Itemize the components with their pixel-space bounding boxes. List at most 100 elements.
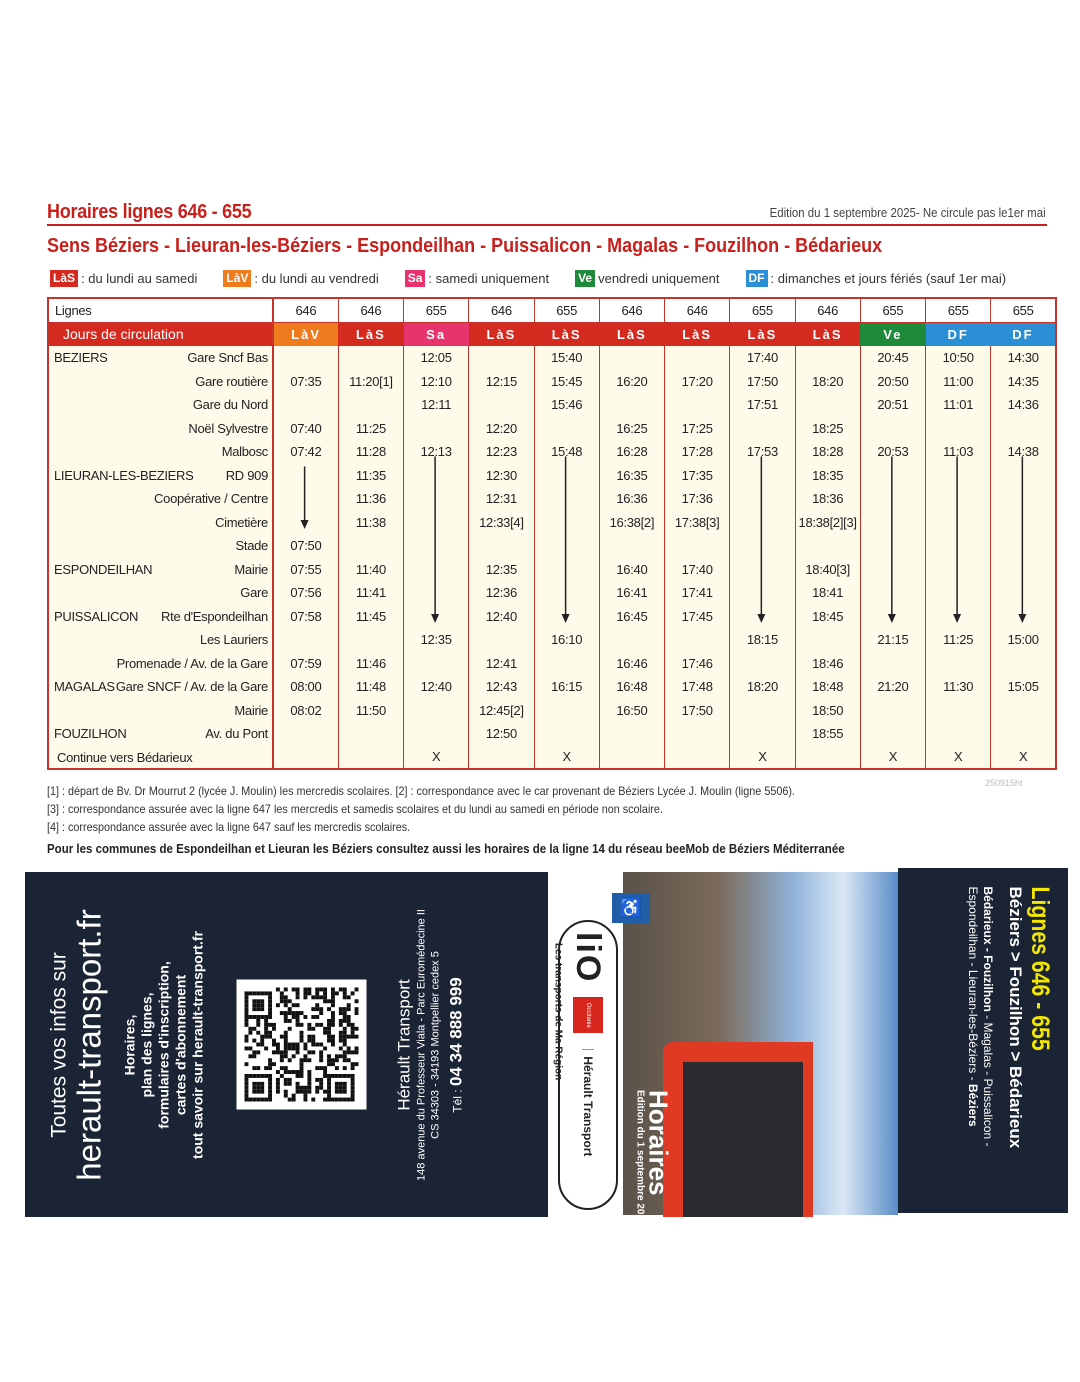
line-number: 655 <box>990 298 1056 323</box>
time-cell: 12:41 <box>468 651 534 675</box>
time-cell <box>402 534 469 558</box>
time-cell: 16:41 <box>598 581 665 605</box>
time-cell <box>990 557 1056 581</box>
town-name: Continue vers Bédarieux <box>57 749 193 765</box>
time-cell <box>533 604 600 628</box>
days-label: Jours de circulation <box>48 322 274 346</box>
time-cell <box>468 393 534 417</box>
time-cell: 20:45 <box>859 346 926 370</box>
time-cell <box>468 346 534 370</box>
time-cell <box>533 534 600 558</box>
stop-label: Stade <box>48 534 274 558</box>
time-cell <box>598 393 665 417</box>
legend-text: : du lundi au vendredi <box>254 271 379 286</box>
table-row: Mairie 08:02 11:50 12:45[2] 16:50 17:50 18:50 <box>48 698 1056 722</box>
time-cell: X <box>729 745 795 769</box>
qr-code[interactable] <box>236 979 366 1110</box>
table-row: Gare du Nord 12:11 15:46 17:51 20:51 11:01 14:… <box>48 393 1056 417</box>
time-cell: 16:48 <box>598 675 665 699</box>
time-cell: 12:35 <box>402 628 469 652</box>
line-number: 646 <box>337 298 404 323</box>
time-cell: 11:01 <box>924 393 991 417</box>
stop-label: Malbosc <box>48 440 274 464</box>
info-title: Toutes vos infos sur <box>47 951 70 1138</box>
line-number: 646 <box>794 298 861 323</box>
stop-name: Gare du Nord <box>192 397 268 413</box>
line-number: 646 <box>468 298 534 323</box>
stop-name: Promenade / Av. de la Gare <box>116 655 269 671</box>
time-cell: 16:38[2] <box>598 510 665 534</box>
time-cell: 21:15 <box>859 628 926 652</box>
time-cell <box>402 698 469 722</box>
time-cell: 17:40 <box>729 346 795 370</box>
phone-label: Tél : <box>450 1088 464 1113</box>
stop-label: Noël Sylvestre <box>48 416 274 440</box>
time-cell <box>663 393 730 417</box>
time-cell <box>337 628 404 652</box>
time-cell: 12:50 <box>468 722 534 746</box>
company-name: Hérault Transport <box>394 978 413 1111</box>
time-cell: X <box>533 745 600 769</box>
legend-badge-0: LàS <box>50 270 79 287</box>
time-cell: 11:38 <box>337 510 404 534</box>
time-cell: 18:48 <box>794 675 861 699</box>
time-cell: 16:50 <box>598 698 665 722</box>
time-cell <box>337 722 404 746</box>
legend-item: DF: dimanches et jours fériés (sauf 1er … <box>745 270 1006 287</box>
time-cell: 14:35 <box>990 369 1056 393</box>
time-cell <box>729 698 795 722</box>
time-cell: X <box>859 745 926 769</box>
time-cell: 18:15 <box>729 628 795 652</box>
time-cell <box>663 745 730 769</box>
time-cell <box>663 628 730 652</box>
time-cell: 11:03 <box>924 440 991 464</box>
info-line: plan des lignes, <box>138 992 154 1098</box>
stop-label: Gare du Nord <box>48 393 274 417</box>
time-cell: 16:40 <box>598 557 665 581</box>
time-cell <box>402 651 469 675</box>
day-code: LàS <box>664 322 730 346</box>
time-cell: 15:45 <box>533 369 600 393</box>
time-cell <box>990 604 1056 628</box>
time-cell: 12:20 <box>468 416 534 440</box>
time-cell: 16:10 <box>533 628 600 652</box>
phone-number: 04 34 888 999 <box>446 976 465 1086</box>
time-cell: 12:13 <box>402 440 469 464</box>
time-cell: 07:35 <box>272 369 339 393</box>
time-cell <box>402 722 469 746</box>
stop-name: Stade <box>235 538 269 554</box>
time-cell <box>402 416 469 440</box>
line-number: 655 <box>729 298 795 323</box>
time-cell <box>729 534 795 558</box>
stop-name: Mairie <box>234 561 268 577</box>
time-cell <box>402 604 469 628</box>
stop-name: Av. du Pont <box>205 726 268 742</box>
table-row: BEZIERS Gare Sncf Bas 12:05 15:40 17:40 20:45… <box>48 346 1056 370</box>
time-cell <box>663 346 730 370</box>
time-cell: 18:20 <box>729 675 795 699</box>
info-site-link[interactable]: herault-transport.fr <box>70 908 107 1181</box>
time-cell <box>468 745 534 769</box>
time-cell: X <box>990 745 1056 769</box>
info-line: formulaires d'inscription, <box>155 960 171 1129</box>
stop-name: Mairie <box>234 702 268 718</box>
line-number: 655 <box>533 298 600 323</box>
time-cell <box>598 722 665 746</box>
stops-end: Béziers <box>966 1083 980 1127</box>
time-cell: 17:50 <box>663 698 730 722</box>
brochure-back-panel: Toutes vos infos sur herault-transport.f… <box>25 872 548 1217</box>
page-title: Horaires lignes 646 - 655 <box>47 201 252 223</box>
stop-label: Coopérative / Centre <box>48 487 274 511</box>
stop-name: Rte d'Espondeilhan <box>161 608 268 624</box>
legend: LàS: du lundi au samedi LàV: du lundi au … <box>50 270 1032 287</box>
info-list: Horaires, plan des lignes, formulaires d… <box>121 931 206 1159</box>
time-cell <box>924 698 991 722</box>
time-cell <box>272 463 339 487</box>
legend-text: : du lundi au samedi <box>81 271 198 286</box>
time-cell <box>859 463 926 487</box>
time-cell: 11:20[1] <box>337 369 404 393</box>
legend-item: LàS: du lundi au samedi <box>50 270 197 287</box>
cover-stops: Bédarieux - Fouzilhon - Magalas - Puissa… <box>965 886 995 1213</box>
time-cell: 18:28 <box>794 440 861 464</box>
stop-label: FOUZILHON Av. du Pont <box>48 722 274 746</box>
